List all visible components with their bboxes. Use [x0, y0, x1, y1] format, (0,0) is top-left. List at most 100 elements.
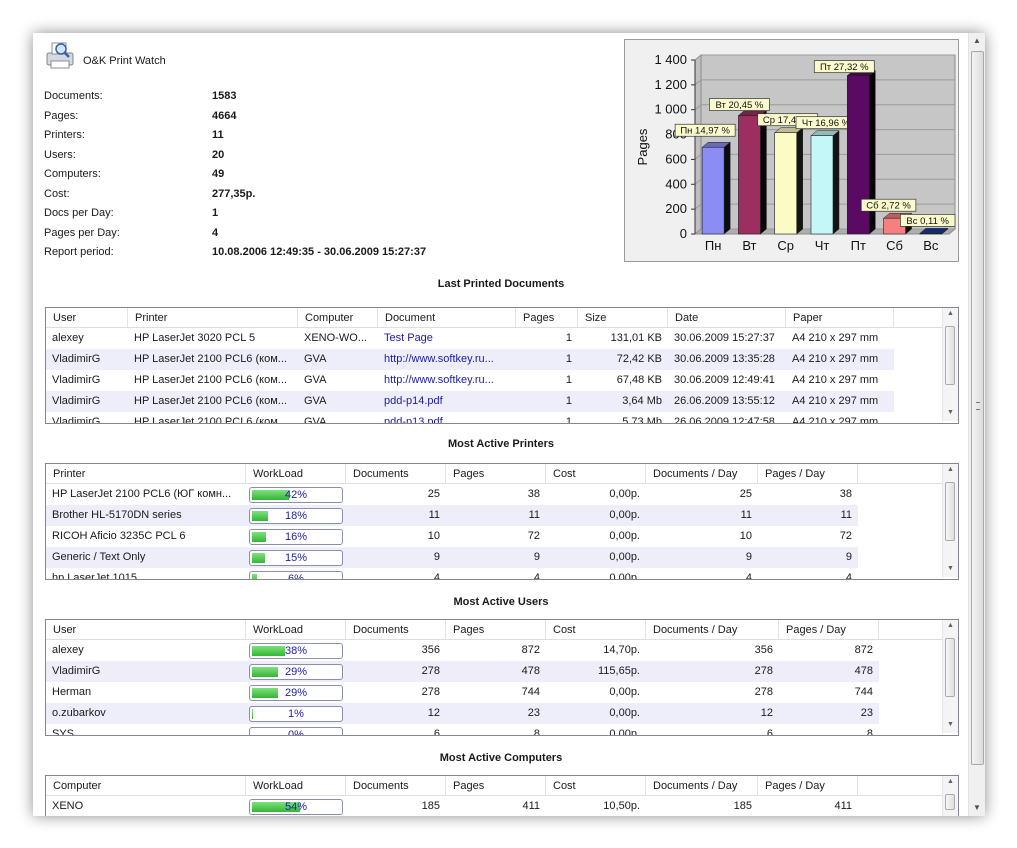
- table-row[interactable]: RICOH Aficio 3235C PCL 6 16% 10 72 0,00р. 10 7…: [46, 526, 858, 547]
- most-active-users-table[interactable]: User WorkLoad Documents Pages Cost Documents …: [45, 619, 959, 736]
- scroll-up-arrow-icon[interactable]: ▲: [947, 310, 954, 317]
- most-active-printers-table[interactable]: Printer WorkLoad Documents Pages Cost Documen…: [45, 463, 959, 580]
- cell-document[interactable]: pdd-p13.pdf: [384, 416, 443, 424]
- workload-progress-bar: 1%: [249, 706, 343, 722]
- column-header[interactable]: Computer: [46, 776, 246, 795]
- column-header[interactable]: Printer: [46, 464, 246, 483]
- scroll-up-arrow-icon[interactable]: ▲: [947, 778, 954, 785]
- chart-x-tick-label: Вс: [923, 238, 939, 253]
- last-printed-documents-table[interactable]: User Printer Computer Document Pages Size Date…: [45, 307, 959, 424]
- cell-documents: 185: [421, 800, 440, 812]
- cell-printer: HP LaserJet 2100 PCL6 (ком...: [134, 374, 287, 386]
- table-row[interactable]: SYS 0% 6 8 0,00р. 6 8: [46, 724, 879, 735]
- cell-cost: 115,65р.: [597, 665, 640, 677]
- cell-pages-per-day: 9: [845, 551, 852, 563]
- table-row[interactable]: Brother HL-5170DN series 18% 11 11 0,00р. 11 1…: [46, 505, 858, 526]
- column-header[interactable]: Document: [378, 308, 516, 327]
- column-header[interactable]: Printer: [128, 308, 298, 327]
- table-row[interactable]: o.zubarkov 1% 12 23 0,00р. 12 23: [46, 703, 879, 724]
- cell-user: VladimirG: [52, 395, 101, 407]
- column-header[interactable]: Pages / Day: [758, 776, 858, 795]
- column-header[interactable]: Pages: [446, 620, 546, 639]
- scrollbar-thumb[interactable]: [971, 51, 984, 765]
- column-header[interactable]: Documents: [346, 620, 446, 639]
- table-row[interactable]: Generic / Text Only 15% 9 9 0,00р. 9 9: [46, 547, 858, 568]
- table-row[interactable]: hp LaserJet 1015 6% 4 4 0,00р. 4 4: [46, 568, 858, 579]
- scrollbar-thumb[interactable]: [945, 482, 955, 541]
- column-header[interactable]: Computer: [298, 308, 378, 327]
- table-header: Computer WorkLoad Documents Pages Cost Docume…: [46, 776, 958, 796]
- column-header[interactable]: Documents: [346, 776, 446, 795]
- table-row[interactable]: alexey HP LaserJet 3020 PCL 5 XENO-WO... Te…: [46, 328, 894, 349]
- most-active-computers-table[interactable]: Computer WorkLoad Documents Pages Cost Docume…: [45, 775, 959, 816]
- column-header[interactable]: Pages / Day: [779, 620, 879, 639]
- column-header[interactable]: Paper: [786, 308, 894, 327]
- column-header[interactable]: Cost: [546, 620, 646, 639]
- table-row[interactable]: VladimirG HP LaserJet 2100 PCL6 (ком... GV…: [46, 391, 894, 412]
- scroll-up-arrow-icon[interactable]: ▲: [973, 36, 981, 45]
- column-header[interactable]: Documents / Day: [646, 464, 758, 483]
- cell-document[interactable]: http://www.softkey.ru...: [384, 353, 494, 365]
- table-row[interactable]: Herman 29% 278 744 0,00р. 278 744: [46, 682, 879, 703]
- cell-computer: GVA: [304, 416, 327, 424]
- column-header[interactable]: WorkLoad: [246, 620, 346, 639]
- cell-paper: A4 210 x 297 mm: [792, 332, 879, 344]
- table-row[interactable]: VladimirG HP LaserJet 2100 PCL6 (ком... GV…: [46, 349, 894, 370]
- cell-document[interactable]: http://www.softkey.ru...: [384, 374, 494, 386]
- table-scrollbar[interactable]: ▲▼: [942, 620, 958, 733]
- table-row[interactable]: HP LaserJet 2100 PCL6 (ЮГ комн... 42% 25 38…: [46, 484, 858, 505]
- cell-pages-per-day: 478: [854, 665, 873, 677]
- column-header[interactable]: Cost: [546, 776, 646, 795]
- table-scrollbar[interactable]: ▲▼: [942, 308, 958, 421]
- stat-value: 49: [212, 168, 225, 180]
- column-header[interactable]: WorkLoad: [246, 464, 346, 483]
- scroll-down-arrow-icon[interactable]: ▼: [947, 409, 954, 416]
- scroll-down-arrow-icon[interactable]: ▼: [947, 565, 954, 572]
- workload-progress-bar: 0%: [249, 727, 343, 735]
- table-row[interactable]: alexey 38% 356 872 14,70р. 356 872: [46, 640, 879, 661]
- column-header[interactable]: Size: [578, 308, 668, 327]
- table-row[interactable]: VladimirG 29% 278 478 115,65р. 278 478: [46, 661, 879, 682]
- column-header[interactable]: User: [46, 620, 246, 639]
- scroll-down-arrow-icon[interactable]: ▼: [947, 721, 954, 728]
- report-window: O&K Print Watch Documents: 1583 Pages: 4664…: [33, 33, 985, 816]
- column-header[interactable]: Date: [668, 308, 786, 327]
- cell-document[interactable]: Test Page: [384, 332, 433, 344]
- table-row[interactable]: XENO 54% 185 411 10,50р. 185 411: [46, 796, 858, 816]
- cell-document[interactable]: pdd-p14.pdf: [384, 395, 443, 407]
- column-header[interactable]: User: [46, 308, 128, 327]
- scroll-down-arrow-icon[interactable]: ▼: [973, 803, 981, 812]
- section-title-users: Most Active Users: [453, 596, 549, 608]
- column-header[interactable]: Pages: [446, 464, 546, 483]
- table-row[interactable]: VladimirG HP LaserJet 2100 PCL6 (ком... GV…: [46, 412, 894, 424]
- window-vertical-scrollbar[interactable]: ▲ ▼: [968, 33, 985, 816]
- column-header[interactable]: WorkLoad: [246, 776, 346, 795]
- column-header[interactable]: Documents / Day: [646, 620, 779, 639]
- table-row[interactable]: VladimirG HP LaserJet 2100 PCL6 (ком... GV…: [46, 370, 894, 391]
- column-header[interactable]: Pages: [446, 776, 546, 795]
- chart-data-label: Вт 20,45 %: [715, 100, 763, 111]
- scroll-up-arrow-icon[interactable]: ▲: [947, 466, 954, 473]
- cell-pages: 72: [527, 530, 540, 542]
- column-header[interactable]: Pages / Day: [758, 464, 858, 483]
- scroll-up-arrow-icon[interactable]: ▲: [947, 622, 954, 629]
- column-header[interactable]: Documents: [346, 464, 446, 483]
- scrollbar-thumb[interactable]: [945, 326, 955, 385]
- scrollbar-thumb[interactable]: [945, 794, 955, 810]
- cell-docs-per-day: 10: [739, 530, 752, 542]
- stat-value: 1583: [212, 90, 237, 102]
- column-header[interactable]: Documents / Day: [646, 776, 758, 795]
- cell-docs-per-day: 185: [733, 800, 752, 812]
- scrollbar-thumb[interactable]: [945, 638, 955, 697]
- chart-x-tick-label: Ср: [777, 238, 794, 253]
- table-scrollbar[interactable]: ▲▼: [942, 776, 958, 816]
- cell-pages: 1: [565, 395, 572, 407]
- stat-value: 10.08.2006 12:49:35 - 30.06.2009 15:27:3…: [212, 246, 427, 258]
- column-header[interactable]: Pages: [516, 308, 578, 327]
- chart-y-tick-label: 600: [665, 151, 687, 166]
- chart-data-label: Чт 16,96 %: [802, 118, 851, 129]
- table-scrollbar[interactable]: ▲▼: [942, 464, 958, 577]
- column-header[interactable]: Cost: [546, 464, 646, 483]
- workload-fill: [252, 553, 266, 563]
